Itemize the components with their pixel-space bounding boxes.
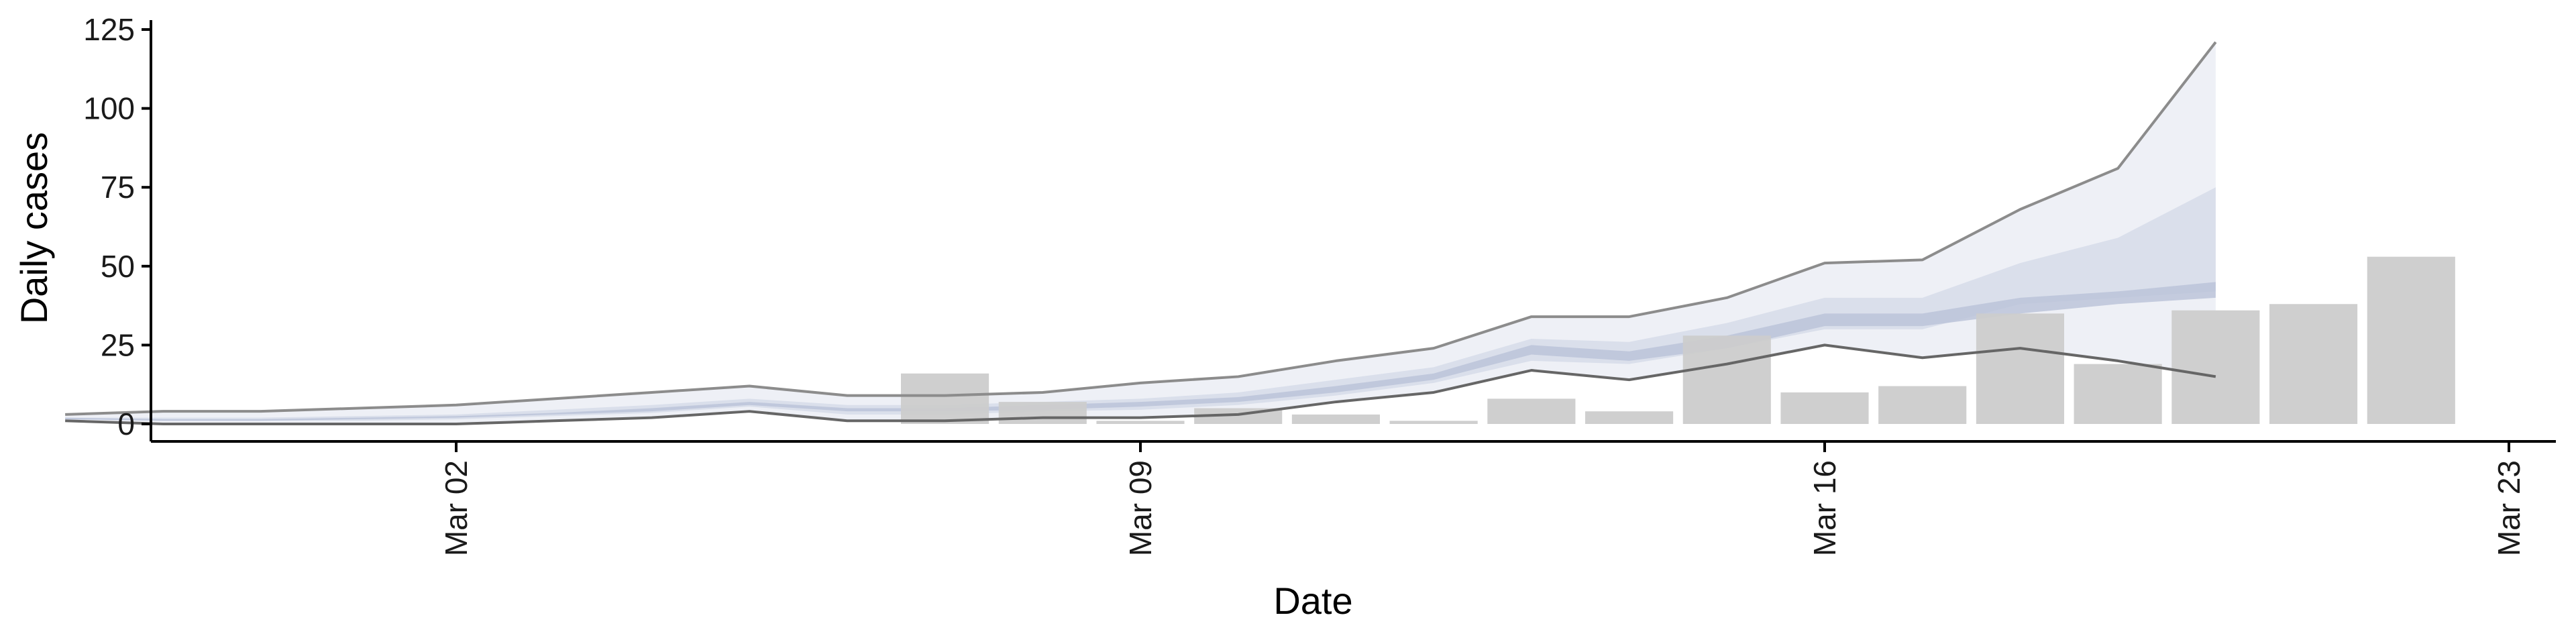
bar-mar-09 (1096, 421, 1185, 424)
bar-mar-08 (998, 402, 1087, 424)
axes: 0 25 50 75 100 125 Mar 02 Mar 09 Mar 16 Mar 23 (83, 12, 2556, 556)
bar-mar-12 (1389, 421, 1478, 424)
y-tick-label: 75 (101, 170, 135, 205)
bar-mar-16 (1780, 392, 1869, 424)
y-tick-label: 50 (101, 249, 135, 284)
bar-mar-19 (2074, 364, 2162, 424)
y-tick-label: 0 (117, 407, 135, 441)
bar-mar-11 (1291, 414, 1380, 424)
bar-mar-22 (2367, 256, 2455, 424)
band-outer (65, 42, 2216, 425)
x-tick-label: Mar 02 (439, 460, 474, 556)
x-axis-title: Date (1273, 580, 1352, 622)
y-tick-label: 125 (83, 12, 135, 47)
observed-case-bars (901, 256, 2455, 424)
x-tick-label: Mar 16 (1807, 460, 1842, 556)
bar-mar-20 (2171, 310, 2260, 424)
y-axis-title: Daily cases (13, 132, 55, 324)
estimate-bands (65, 42, 2216, 425)
bar-mar-07 (901, 373, 989, 424)
bar-mar-15 (1682, 335, 1771, 424)
x-tick-label: Mar 23 (2491, 460, 2526, 556)
bar-mar-14 (1585, 411, 1674, 424)
y-tick-label: 25 (101, 327, 135, 362)
interval-bound-lines (65, 41, 2217, 425)
lower-bound-line (65, 343, 2216, 425)
x-tick-label: Mar 09 (1123, 460, 1158, 556)
bar-mar-21 (2269, 304, 2358, 424)
bar-mar-17 (1878, 386, 1967, 424)
bar-mar-13 (1487, 398, 1576, 424)
y-tick-label: 100 (83, 91, 135, 126)
upper-bound-line (65, 41, 2217, 416)
y-axis-ticks: 0 25 50 75 100 125 (83, 12, 151, 441)
bar-mar-18 (1976, 313, 2064, 424)
x-axis-ticks: Mar 02 Mar 09 Mar 16 Mar 23 (439, 441, 2526, 556)
